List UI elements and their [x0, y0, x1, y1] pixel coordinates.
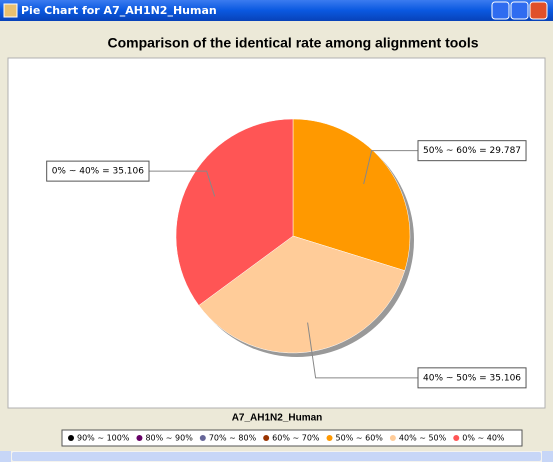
legend-marker [68, 435, 74, 441]
legend-label: 50% ~ 60% [336, 434, 384, 443]
label-box [417, 140, 527, 162]
scroll-right[interactable] [542, 451, 553, 462]
legend-marker [199, 435, 206, 441]
pie: 50% ~ 60% = 29.787 40% ~ 50% = 35.106 0% ~… [46, 118, 527, 389]
legend-marker [389, 435, 396, 441]
pie-slice [175, 118, 294, 306]
slice-label: 0% ~ 40% = 35.106 [52, 167, 145, 177]
leader-line [149, 170, 216, 197]
pie-slice [292, 118, 411, 271]
chart-title: Comparison of the identical rate among a… [107, 35, 478, 51]
legend-box [61, 429, 523, 447]
window-title: Pie Chart for A7_AH1N2_Human [21, 4, 217, 17]
legend-label: 70% ~ 80% [209, 434, 257, 443]
legend-label: 90% ~ 100% [77, 434, 130, 443]
legend-marker [326, 435, 333, 441]
minimize-button[interactable] [491, 1, 510, 20]
chart-subtitle: A7_AH1N2_Human [232, 413, 323, 424]
legend-marker [453, 435, 460, 441]
legend-marker [136, 435, 143, 441]
legend-label: 0% ~ 40% [462, 434, 505, 443]
legend-label: 80% ~ 90% [145, 434, 193, 443]
pie-slice [198, 235, 406, 354]
scroll-thumb[interactable] [12, 452, 541, 461]
window-icon [3, 3, 18, 18]
maximize-button[interactable] [510, 1, 529, 20]
legend-label: 60% ~ 70% [272, 434, 320, 443]
label-box [417, 367, 527, 389]
label-box [46, 160, 150, 182]
leader-line [307, 322, 418, 379]
slice-label: 40% ~ 50% = 35.106 [423, 373, 521, 383]
legend-marker [263, 435, 270, 441]
close-button[interactable] [529, 1, 548, 20]
title-bar [0, 0, 553, 21]
scroll-left[interactable] [0, 451, 11, 462]
leader-line [363, 150, 418, 185]
legend-label: 40% ~ 50% [399, 434, 447, 443]
slice-label: 50% ~ 60% = 29.787 [423, 146, 521, 156]
legend: 90% ~ 100% 80% ~ 90% 70% ~ 80% 60% ~ 70% 50%… [68, 434, 505, 443]
